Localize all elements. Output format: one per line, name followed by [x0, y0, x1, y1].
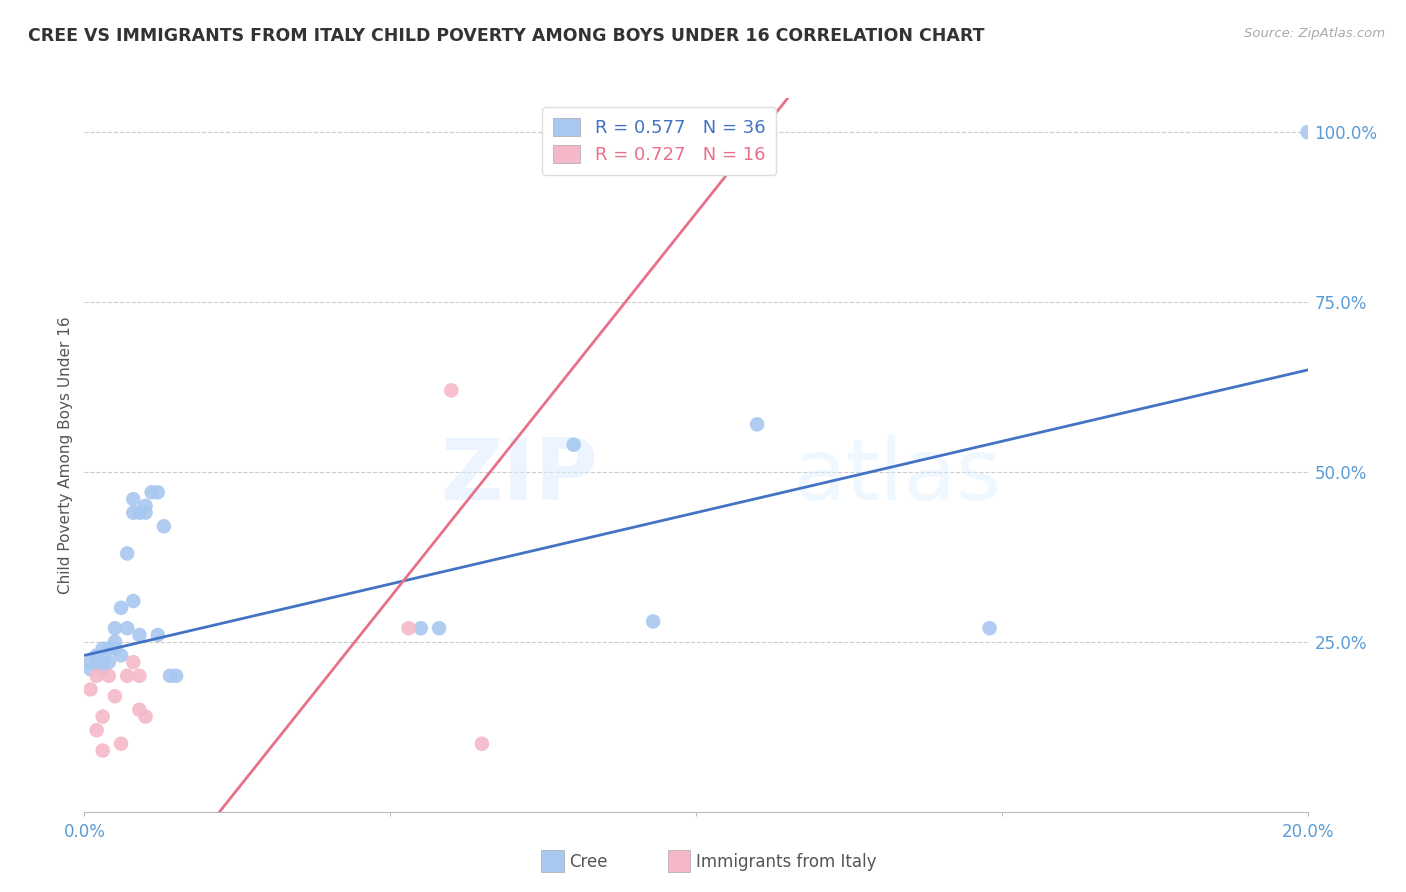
- Point: [471, 737, 494, 751]
- Point: [86, 669, 108, 683]
- Point: [1296, 125, 1319, 139]
- Point: [110, 648, 132, 663]
- Text: ZIP: ZIP: [440, 434, 598, 518]
- Point: [79, 682, 101, 697]
- Point: [146, 628, 169, 642]
- Text: Cree: Cree: [569, 853, 607, 871]
- Point: [104, 635, 127, 649]
- Point: [141, 485, 163, 500]
- Point: [79, 662, 101, 676]
- Point: [146, 485, 169, 500]
- Point: [135, 499, 157, 513]
- Point: [115, 621, 138, 635]
- Point: [97, 669, 120, 683]
- Point: [104, 689, 127, 703]
- Point: [91, 662, 114, 676]
- Point: [979, 621, 1001, 635]
- Text: atlas: atlas: [794, 434, 1002, 518]
- Text: Source: ZipAtlas.com: Source: ZipAtlas.com: [1244, 27, 1385, 40]
- Point: [128, 628, 150, 642]
- Point: [128, 703, 150, 717]
- Point: [122, 506, 145, 520]
- Point: [440, 384, 463, 398]
- Y-axis label: Child Poverty Among Boys Under 16: Child Poverty Among Boys Under 16: [58, 316, 73, 594]
- Point: [97, 641, 120, 656]
- Point: [122, 594, 145, 608]
- Point: [86, 648, 108, 663]
- Point: [159, 669, 181, 683]
- Point: [110, 600, 132, 615]
- Point: [409, 621, 432, 635]
- Point: [128, 506, 150, 520]
- Point: [91, 641, 114, 656]
- Legend: R = 0.577   N = 36, R = 0.727   N = 16: R = 0.577 N = 36, R = 0.727 N = 16: [543, 107, 776, 175]
- Point: [643, 615, 665, 629]
- Point: [122, 655, 145, 669]
- Point: [398, 621, 420, 635]
- Text: Immigrants from Italy: Immigrants from Italy: [696, 853, 876, 871]
- Point: [427, 621, 450, 635]
- Point: [128, 669, 150, 683]
- Point: [165, 669, 187, 683]
- Point: [104, 621, 127, 635]
- Text: CREE VS IMMIGRANTS FROM ITALY CHILD POVERTY AMONG BOYS UNDER 16 CORRELATION CHAR: CREE VS IMMIGRANTS FROM ITALY CHILD POVE…: [28, 27, 984, 45]
- Point: [153, 519, 176, 533]
- Point: [86, 723, 108, 738]
- Point: [135, 709, 157, 723]
- Point: [122, 492, 145, 507]
- Point: [110, 737, 132, 751]
- Point: [115, 669, 138, 683]
- Point: [79, 655, 101, 669]
- Point: [97, 655, 120, 669]
- Point: [115, 546, 138, 560]
- Point: [91, 743, 114, 757]
- Point: [86, 655, 108, 669]
- Point: [104, 641, 127, 656]
- Point: [91, 655, 114, 669]
- Point: [562, 438, 585, 452]
- Point: [747, 417, 769, 432]
- Point: [135, 506, 157, 520]
- Point: [91, 709, 114, 723]
